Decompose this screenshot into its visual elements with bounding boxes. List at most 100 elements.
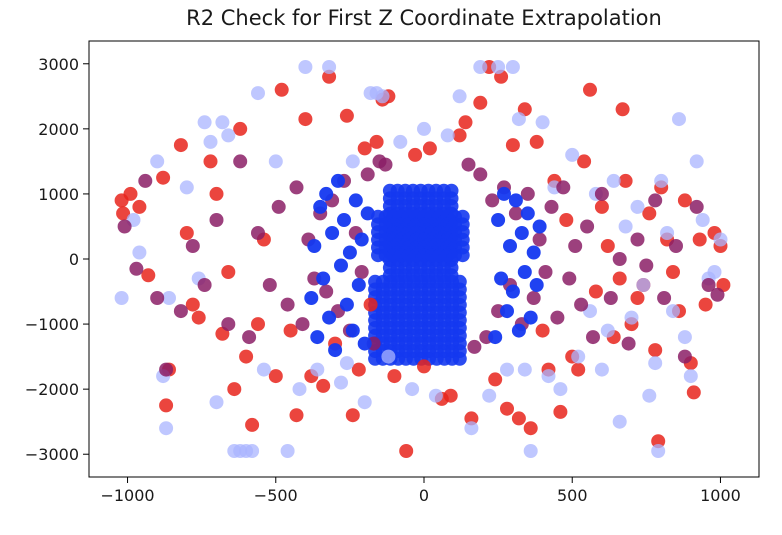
data-point: [348, 193, 363, 208]
data-point: [245, 417, 260, 432]
data-point: [179, 180, 194, 195]
data-point: [268, 154, 283, 169]
data-point: [339, 297, 354, 312]
data-point: [648, 343, 663, 358]
data-point: [464, 421, 479, 436]
data-point: [606, 173, 621, 188]
data-point: [553, 404, 568, 419]
data-point: [363, 297, 378, 312]
data-point: [354, 265, 369, 279]
chart-title: R2 Check for First Z Coordinate Extrapol…: [186, 6, 662, 30]
data-point: [532, 232, 547, 247]
data-point: [375, 89, 390, 104]
data-point: [280, 444, 295, 458]
data-point: [580, 219, 595, 234]
data-point: [600, 239, 615, 253]
data-point: [559, 213, 574, 227]
data-point: [351, 362, 366, 377]
data-point: [360, 167, 375, 182]
data-point: [313, 199, 328, 214]
data-point: [310, 362, 325, 377]
data-point: [116, 206, 131, 221]
data-point: [618, 219, 633, 234]
data-point: [292, 382, 307, 397]
data-point: [283, 323, 298, 338]
y-tick-label: 2000: [38, 120, 79, 139]
data-point: [520, 186, 535, 201]
data-point: [508, 206, 523, 221]
data-point: [612, 271, 627, 286]
data-point: [271, 199, 286, 214]
data-point: [354, 232, 369, 247]
data-point: [159, 362, 174, 377]
data-point: [357, 141, 372, 156]
data-point: [357, 336, 372, 351]
data-point: [473, 95, 488, 110]
data-point: [280, 297, 295, 312]
data-point: [393, 134, 408, 149]
data-point: [618, 173, 633, 188]
data-point: [586, 330, 600, 345]
data-point: [360, 206, 375, 221]
data-point: [289, 408, 304, 423]
data-point: [642, 206, 657, 221]
data-point: [369, 134, 384, 149]
x-tick-label: 1000: [700, 486, 741, 505]
data-point: [123, 186, 138, 201]
data-point: [500, 401, 514, 416]
data-point: [612, 252, 627, 266]
data-point: [256, 362, 271, 377]
data-point: [701, 278, 716, 292]
data-point: [444, 268, 459, 283]
data-point: [603, 291, 618, 305]
data-point: [452, 89, 467, 104]
data-point: [568, 239, 583, 253]
data-point: [594, 186, 609, 201]
data-point: [132, 245, 147, 260]
data-point: [651, 434, 666, 449]
data-point: [529, 278, 544, 292]
data-point: [523, 444, 538, 458]
data-point: [399, 444, 414, 458]
data-point: [150, 291, 165, 305]
data-point: [689, 154, 704, 169]
data-point: [565, 147, 580, 162]
data-point: [511, 323, 526, 338]
data-point: [535, 115, 550, 130]
data-point: [648, 193, 663, 208]
x-tick-label: 500: [557, 486, 588, 505]
data-point: [639, 258, 654, 273]
data-point: [550, 310, 565, 325]
data-point: [583, 82, 597, 97]
x-tick-label: −1000: [100, 486, 154, 505]
data-point: [203, 154, 218, 169]
data-point: [345, 408, 360, 423]
data-point: [523, 310, 538, 325]
data-point: [162, 291, 176, 305]
data-point: [473, 167, 488, 182]
data-point: [173, 304, 188, 319]
data-point: [571, 362, 586, 377]
data-point: [138, 173, 153, 188]
data-point: [698, 297, 713, 312]
data-point: [683, 369, 698, 384]
data-point: [262, 278, 277, 292]
data-point: [642, 388, 657, 403]
data-point: [357, 395, 372, 410]
data-point: [503, 239, 517, 253]
data-point: [689, 199, 704, 214]
data-point: [159, 421, 174, 436]
data-point: [351, 278, 366, 292]
data-point: [494, 271, 509, 286]
data-point: [651, 444, 666, 458]
data-point: [710, 287, 725, 302]
y-tick-label: −3000: [25, 445, 79, 464]
data-point: [209, 213, 224, 227]
data-point: [443, 388, 458, 403]
data-point: [500, 304, 514, 319]
data-point: [500, 362, 514, 377]
data-point: [339, 108, 354, 123]
data-point: [319, 284, 334, 299]
data-point: [514, 226, 529, 240]
